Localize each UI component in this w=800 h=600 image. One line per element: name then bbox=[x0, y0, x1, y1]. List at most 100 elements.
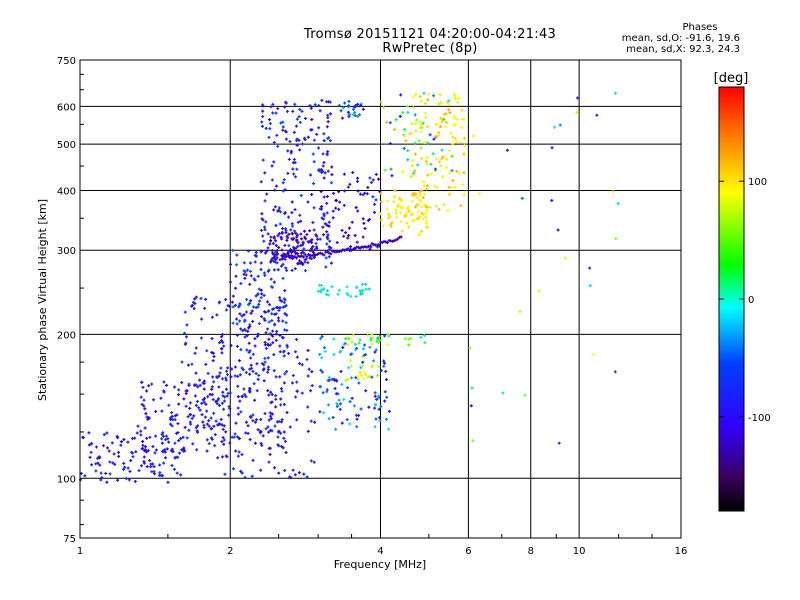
data-point bbox=[376, 341, 380, 345]
data-point bbox=[344, 337, 348, 341]
data-point bbox=[344, 231, 348, 235]
data-point bbox=[414, 122, 418, 126]
data-point bbox=[422, 213, 426, 217]
data-point bbox=[611, 190, 615, 194]
data-point bbox=[300, 254, 304, 258]
data-point bbox=[437, 131, 441, 135]
phase-stats: Phases mean, sd,O: -91.6, 19.6 mean, sd,… bbox=[600, 22, 740, 55]
data-point bbox=[119, 443, 123, 447]
data-point bbox=[283, 105, 287, 109]
data-point bbox=[205, 349, 209, 353]
data-point bbox=[194, 346, 198, 350]
data-point bbox=[440, 148, 444, 152]
data-point bbox=[280, 389, 284, 393]
data-point bbox=[81, 435, 85, 439]
data-point bbox=[129, 459, 133, 463]
data-point bbox=[192, 414, 196, 418]
data-point bbox=[320, 205, 324, 209]
data-point bbox=[424, 205, 428, 209]
data-point bbox=[319, 368, 323, 372]
data-point bbox=[183, 342, 187, 346]
data-point bbox=[235, 263, 239, 267]
data-point bbox=[458, 140, 462, 144]
data-point bbox=[207, 424, 211, 428]
data-point bbox=[221, 340, 225, 344]
data-point bbox=[209, 416, 213, 420]
data-point bbox=[293, 208, 297, 212]
data-point bbox=[297, 138, 301, 142]
data-point bbox=[110, 441, 114, 445]
data-point bbox=[556, 228, 560, 232]
data-point bbox=[267, 268, 271, 272]
data-point bbox=[224, 297, 228, 301]
data-point bbox=[249, 363, 253, 367]
data-point bbox=[328, 239, 332, 243]
data-point bbox=[293, 102, 297, 106]
data-point bbox=[271, 241, 275, 245]
data-points bbox=[78, 91, 620, 484]
data-point bbox=[409, 175, 413, 179]
data-point bbox=[399, 93, 403, 97]
data-point bbox=[350, 396, 354, 400]
data-point bbox=[339, 349, 343, 353]
data-point bbox=[193, 351, 197, 355]
data-point bbox=[425, 187, 429, 191]
data-point bbox=[358, 289, 362, 293]
data-point bbox=[283, 312, 287, 316]
data-point bbox=[283, 188, 287, 192]
data-point bbox=[266, 342, 270, 346]
data-point bbox=[254, 254, 258, 258]
data-point bbox=[194, 426, 198, 430]
data-point bbox=[317, 168, 321, 172]
data-point bbox=[256, 377, 260, 381]
data-point bbox=[193, 394, 197, 398]
data-point bbox=[371, 195, 375, 199]
data-point bbox=[403, 337, 407, 341]
data-point bbox=[278, 258, 282, 262]
data-point bbox=[177, 439, 181, 443]
data-point bbox=[322, 212, 326, 216]
data-point bbox=[346, 343, 350, 347]
data-point bbox=[370, 333, 374, 337]
data-point bbox=[339, 370, 343, 374]
data-point bbox=[161, 449, 165, 453]
data-point bbox=[362, 347, 366, 351]
data-point bbox=[377, 177, 381, 181]
data-point bbox=[321, 225, 325, 229]
data-point bbox=[279, 431, 283, 435]
data-point bbox=[272, 140, 276, 144]
data-point bbox=[388, 215, 392, 219]
data-point bbox=[377, 334, 381, 338]
data-point bbox=[273, 260, 277, 264]
x-tick-label: 1 bbox=[77, 546, 83, 557]
data-point bbox=[267, 337, 271, 341]
data-point bbox=[223, 395, 227, 399]
data-point bbox=[153, 451, 157, 455]
data-point bbox=[285, 411, 289, 415]
data-point bbox=[327, 378, 331, 382]
data-point bbox=[272, 307, 276, 311]
data-point bbox=[291, 468, 295, 472]
data-point bbox=[439, 100, 443, 104]
data-point bbox=[442, 155, 446, 159]
plot-frame bbox=[79, 59, 682, 539]
data-point bbox=[426, 141, 430, 145]
data-point bbox=[241, 368, 245, 372]
data-point bbox=[272, 236, 276, 240]
data-point bbox=[365, 245, 369, 249]
data-point bbox=[140, 402, 144, 406]
data-point bbox=[221, 436, 225, 440]
data-point bbox=[412, 171, 416, 175]
data-point bbox=[259, 268, 263, 272]
data-point bbox=[317, 146, 321, 150]
data-point bbox=[233, 374, 237, 378]
data-point bbox=[459, 204, 463, 208]
data-point bbox=[371, 359, 375, 363]
data-point bbox=[384, 369, 388, 373]
y-axis-ticks: 75 100 200 300 400 500 600 750 bbox=[57, 56, 76, 545]
data-point bbox=[327, 136, 331, 140]
data-point bbox=[220, 347, 224, 351]
data-point bbox=[373, 402, 377, 406]
colorbar-ticks: 100 0 -100 bbox=[719, 177, 771, 424]
data-point bbox=[221, 427, 225, 431]
